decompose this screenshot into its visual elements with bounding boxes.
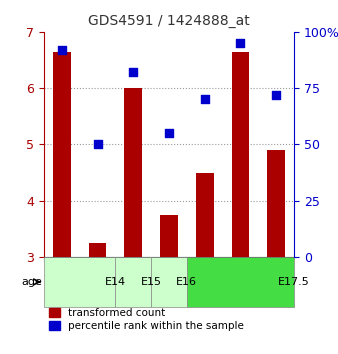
Text: E14: E14 <box>105 277 126 287</box>
Bar <box>196 172 214 257</box>
Legend: transformed count, percentile rank within the sample: transformed count, percentile rank withi… <box>49 308 244 331</box>
Point <box>202 97 208 102</box>
FancyBboxPatch shape <box>151 257 187 307</box>
Bar <box>160 215 178 257</box>
Point <box>273 92 279 98</box>
Point <box>95 142 100 147</box>
Bar <box>267 150 285 257</box>
Text: age: age <box>21 277 42 287</box>
Bar <box>53 52 71 257</box>
FancyBboxPatch shape <box>187 257 294 307</box>
Point <box>130 69 136 75</box>
Point <box>166 130 172 136</box>
FancyBboxPatch shape <box>44 257 115 307</box>
Text: E16: E16 <box>176 277 197 287</box>
Text: E15: E15 <box>141 277 162 287</box>
FancyBboxPatch shape <box>115 257 151 307</box>
Bar <box>124 88 142 257</box>
Point <box>238 40 243 46</box>
Text: GDS4591 / 1424888_at: GDS4591 / 1424888_at <box>88 14 250 28</box>
Bar <box>232 52 249 257</box>
Point <box>59 47 65 53</box>
Bar <box>89 243 106 257</box>
Text: E17.5: E17.5 <box>278 277 310 287</box>
